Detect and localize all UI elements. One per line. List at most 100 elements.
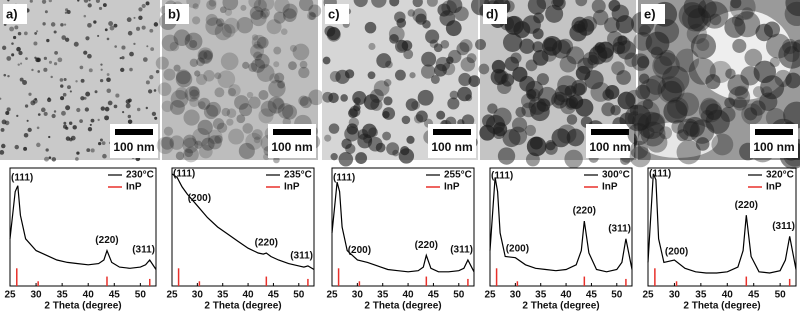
particle [64,11,68,14]
particle [601,102,616,117]
particle [695,137,710,151]
particle [57,57,63,63]
x-tick-label: 30 [669,290,681,301]
tem-image: e) 100 nm [624,0,800,170]
particle [591,0,606,14]
legend-label: InP [126,182,142,193]
particle [394,69,406,81]
particle [449,90,459,100]
particle [447,97,460,110]
particle [16,114,19,118]
particle [148,89,153,94]
label-box [3,4,27,24]
particle [345,143,356,155]
particle [559,55,577,73]
particle [763,21,781,38]
particle [127,119,133,124]
particle [42,22,46,26]
particle [43,56,47,60]
panel-label: e) [644,6,656,21]
particle [46,97,52,103]
tem-image: d) 100 nm [470,0,645,169]
particle [128,98,132,103]
particle [217,70,236,89]
particle [19,77,24,82]
particle [76,107,81,113]
particle [0,97,2,100]
particle [3,23,7,26]
particle [80,78,85,83]
particle [637,56,650,69]
legend-label: InP [602,182,618,193]
particle [683,121,699,137]
particle [248,0,262,9]
particle [83,50,88,55]
particle [631,113,649,131]
particle [248,62,258,72]
particle [299,96,312,109]
particle [189,89,200,100]
particle [403,49,414,60]
legend-label: 235°C [284,170,312,181]
particle [364,21,377,34]
particle [197,119,213,136]
particle [515,106,526,118]
particle [536,0,553,10]
particle [23,146,28,151]
particle [104,115,110,121]
particle [487,103,498,114]
particle [266,19,282,35]
particle [298,95,309,107]
particle [493,107,512,127]
particle [183,146,199,163]
particle [629,140,649,159]
particle [17,31,22,36]
particle [299,0,314,12]
particle [6,56,12,61]
particle [77,0,80,2]
legend-label: 230°C [126,170,154,181]
scale-bar [591,129,629,135]
particle [53,62,58,66]
particle [104,106,110,112]
particle [43,67,48,72]
particle [465,94,473,102]
particle [228,128,245,145]
particle [406,135,415,144]
particle [216,122,228,133]
particle [65,105,71,111]
particle [194,70,201,77]
particle [175,87,188,100]
x-tick-label: 50 [611,290,623,301]
particle [785,0,800,17]
particle [475,39,486,50]
particle [785,72,800,89]
x-tick-label: 35 [377,290,389,301]
particle [160,136,174,150]
scale-bar-label: 100 nm [113,140,154,154]
particle [206,0,217,11]
x-tick-label: 40 [561,290,573,301]
particle [458,72,472,87]
particle [175,151,185,161]
particle [34,32,38,35]
particle [564,149,583,169]
particle [492,126,505,140]
particle [121,56,125,60]
particle [425,29,440,44]
particle [711,133,734,156]
x-tick-label: 25 [484,290,496,301]
particle [436,110,446,120]
particle [376,53,392,69]
particle [460,57,476,72]
particle [434,63,447,77]
particle [529,136,543,150]
scale-bar-label: 100 nm [431,140,472,154]
particle [382,131,392,141]
particle [353,103,361,112]
particle [189,39,198,49]
plot-frame [9,167,157,287]
particle [184,32,203,51]
label-box [641,4,665,24]
particle [701,1,729,29]
